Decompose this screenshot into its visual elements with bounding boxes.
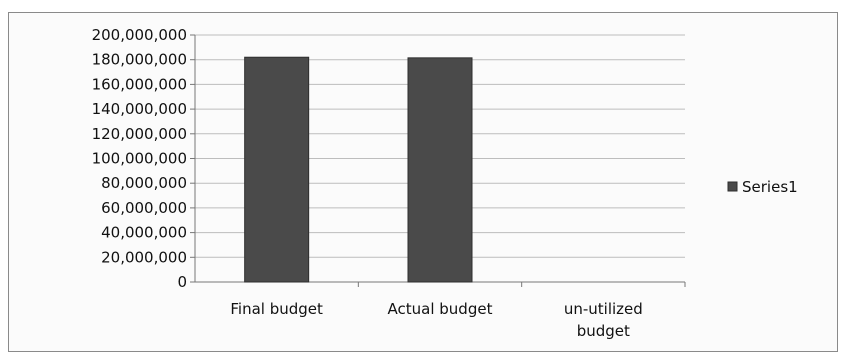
y-tick-label: 200,000,000 bbox=[92, 26, 187, 44]
y-tick-label: 180,000,000 bbox=[92, 51, 187, 69]
legend-label: Series1 bbox=[742, 178, 798, 196]
x-tick-label: Actual budget bbox=[388, 300, 493, 318]
y-tick-label: 100,000,000 bbox=[92, 150, 187, 168]
y-tick-label: 140,000,000 bbox=[92, 100, 187, 118]
x-tick-label: Final budget bbox=[230, 300, 323, 318]
y-tick-label: 120,000,000 bbox=[92, 125, 187, 143]
y-tick-label: 20,000,000 bbox=[101, 248, 187, 266]
y-tick-label: 80,000,000 bbox=[101, 174, 187, 192]
x-tick-label: budget bbox=[577, 322, 630, 340]
y-tick-label: 160,000,000 bbox=[92, 75, 187, 93]
x-tick-label: un-utilized bbox=[564, 300, 643, 318]
y-tick-label: 40,000,000 bbox=[101, 224, 187, 242]
legend-swatch bbox=[727, 181, 738, 192]
bar bbox=[407, 57, 473, 283]
y-tick-label: 0 bbox=[177, 273, 187, 291]
bar bbox=[244, 56, 310, 283]
y-tick-label: 60,000,000 bbox=[101, 199, 187, 217]
